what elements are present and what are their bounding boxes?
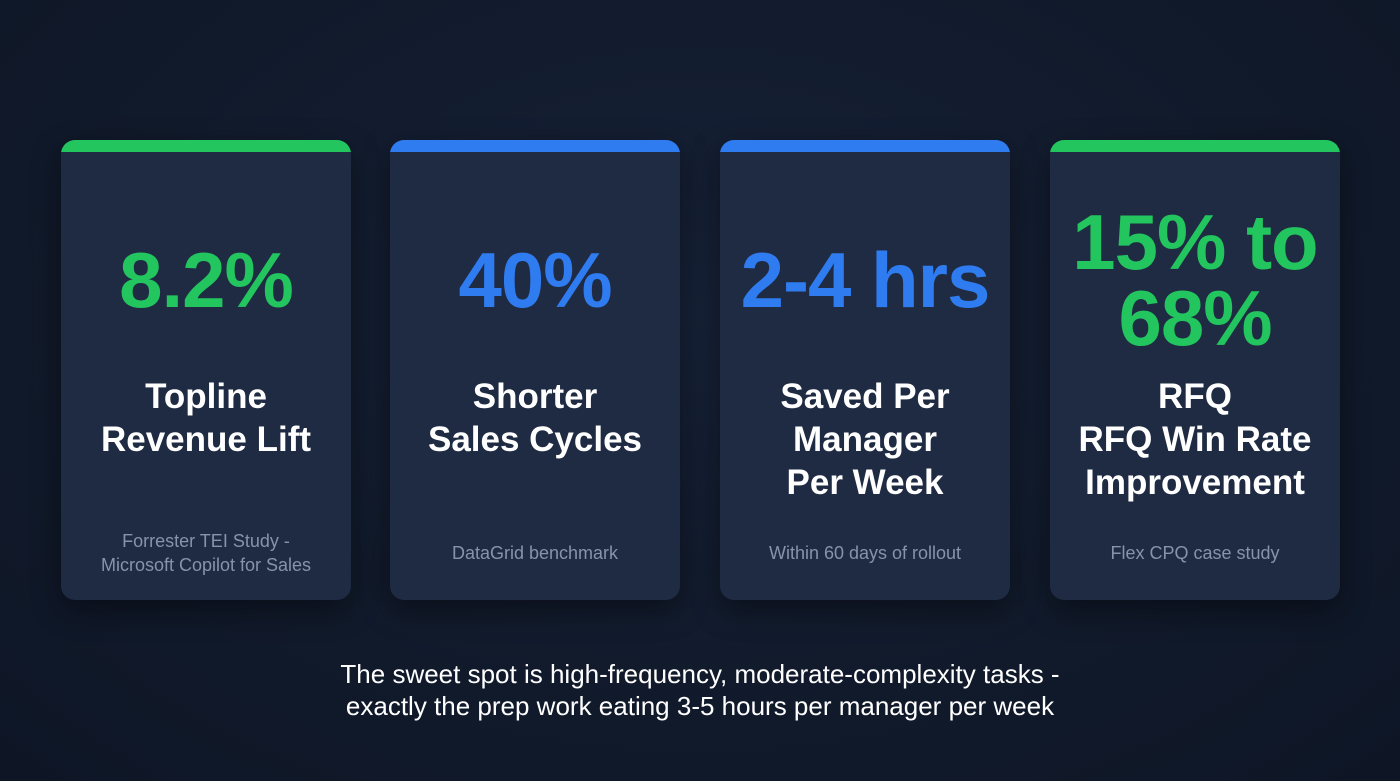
stat-card-sales-cycles: 40% Shorter Sales Cycles DataGrid benchm… [390,140,680,600]
accent-bar [720,140,1010,152]
stat-value: 8.2% [119,236,294,324]
accent-bar [61,140,351,152]
stat-source: Within 60 days of rollout [768,543,962,563]
footer-note: The sweet spot is high-frequency, modera… [0,658,1400,722]
stat-source: DataGrid benchmark [451,543,619,563]
stat-source: Forrester TEI Study - Microsoft Copilot … [100,531,312,575]
stat-card-rfq-win-rate: 15% to 68% RFQ RFQ Win Rate Improvement … [1050,140,1340,600]
accent-bar [390,140,680,152]
stat-title: Topline Revenue Lift [100,377,312,459]
footer-line-1: The sweet spot is high-frequency, modera… [340,659,1060,689]
stat-card-revenue-lift: 8.2% Topline Revenue Lift Forrester TEI … [61,140,351,600]
stat-card-time-saved: 2-4 hrs Saved Per Manager Per Week Withi… [720,140,1010,600]
accent-bar [1050,140,1340,152]
stat-value: 2-4 hrs [740,236,991,324]
stat-title: Saved Per Manager Per Week [780,377,950,502]
footer-line-2: exactly the prep work eating 3-5 hours p… [345,691,1055,721]
stat-source: Flex CPQ case study [1110,543,1280,563]
stat-title: RFQ RFQ Win Rate Improvement [1078,377,1312,502]
stat-value: 40% [458,236,612,324]
stat-value: 15% to 68% [1072,198,1318,362]
stat-title: Shorter Sales Cycles [427,377,643,459]
